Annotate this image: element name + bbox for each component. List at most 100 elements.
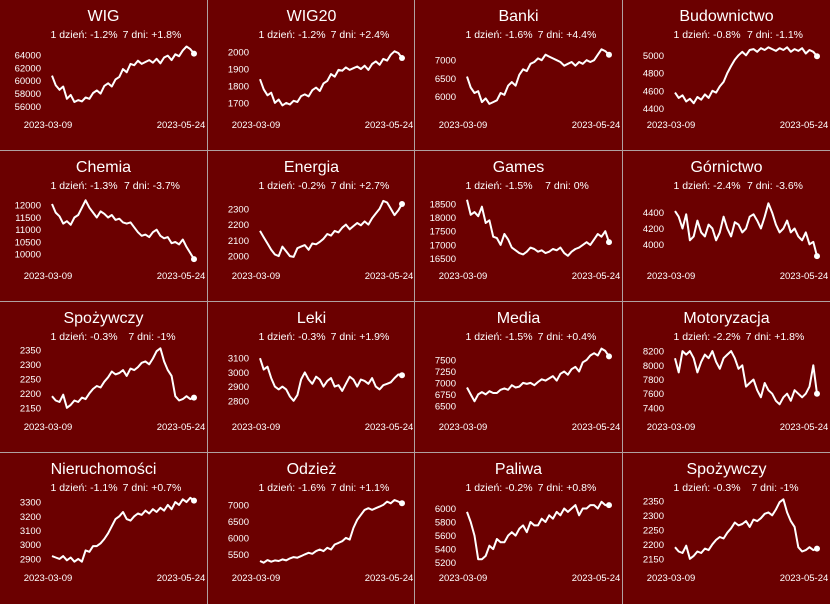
last-point-marker	[191, 256, 197, 263]
x-tick-label-end: 2023-05-24	[572, 422, 621, 433]
week-change-label: 7 dni: 0%	[545, 180, 589, 192]
y-tick-label: 5200	[435, 558, 456, 569]
day-change-label: 1 dzień: -1.2%	[50, 29, 117, 41]
chart-title: Motoryzacja	[683, 310, 769, 327]
series-line	[673, 202, 818, 257]
x-tick-label-start: 2023-03-09	[231, 271, 280, 282]
day-change-label: 1 dzień: -0.3%	[50, 331, 117, 343]
chart-panel: Games 1 dzień: -1.5% 7 dni: 0% 18500 18000 17…	[415, 151, 623, 302]
day-change-label: 1 dzień: -1.2%	[258, 29, 325, 41]
series-line	[51, 496, 195, 563]
chart-svg: Banki 1 dzień: -1.6% 7 dni: +4.4% 7000 6500 6…	[435, 8, 621, 131]
chart-svg: Nieruchomości 1 dzień: -1.1% 7 dni: +0.7% 3…	[20, 461, 205, 584]
y-tick-label: 6000	[435, 92, 456, 103]
x-tick-label-start: 2023-03-09	[646, 422, 695, 433]
x-tick-label-end: 2023-05-24	[364, 120, 413, 131]
chart-title: Media	[497, 310, 541, 327]
y-tick-label: 58000	[15, 89, 41, 100]
y-tick-label: 3000	[227, 368, 248, 379]
y-tick-label: 2350	[20, 345, 41, 356]
chart-svg: Spożywczy 1 dzień: -0.3% 7 dni: -1% 2350 230…	[20, 310, 205, 433]
y-tick-label: 6750	[435, 390, 456, 401]
last-point-marker	[398, 372, 405, 379]
chart-panel: Budownictwo 1 dzień: -0.8% 7 dni: -1.1% 500…	[622, 0, 830, 151]
y-tick-label: 7400	[642, 403, 663, 414]
last-point-marker	[191, 497, 197, 504]
x-tick-label-start: 2023-03-09	[24, 422, 73, 433]
y-tick-label: 17500	[430, 227, 456, 238]
y-tick-label: 3100	[227, 354, 248, 365]
week-change-label: 7 dni: +1.9%	[330, 331, 389, 343]
chart-svg: Górnictwo 1 dzień: -2.4% 7 dni: -3.6% 4400 4…	[642, 159, 827, 282]
series-line	[466, 48, 610, 105]
series-line	[258, 199, 403, 258]
x-tick-label-start: 2023-03-09	[646, 271, 695, 282]
chart-title: Energia	[283, 159, 338, 176]
y-tick-label: 3000	[20, 540, 41, 551]
x-tick-label-start: 2023-03-09	[24, 271, 73, 282]
y-tick-label: 7000	[435, 378, 456, 389]
y-tick-label: 2300	[20, 360, 41, 371]
last-point-marker	[398, 201, 405, 208]
x-tick-label-start: 2023-03-09	[24, 120, 73, 131]
chart-title: Budownictwo	[679, 8, 773, 25]
y-tick-label: 12000	[15, 201, 41, 212]
chart-panel: Energia 1 dzień: -0.2% 7 dni: +2.7% 2300 220…	[207, 151, 415, 302]
y-tick-label: 5800	[435, 518, 456, 529]
x-tick-label-start: 2023-03-09	[646, 573, 695, 584]
y-tick-label: 7600	[642, 389, 663, 400]
week-change-label: 7 dni: +0.4%	[538, 331, 597, 343]
y-tick-label: 7000	[435, 56, 456, 67]
series-line	[673, 46, 818, 105]
y-tick-label: 62000	[15, 63, 41, 74]
x-tick-label-start: 2023-03-09	[24, 573, 73, 584]
y-tick-label: 5000	[642, 51, 663, 62]
y-tick-label: 6500	[435, 401, 456, 412]
y-tick-label: 11000	[15, 225, 41, 236]
chart-svg: Chemia 1 dzień: -1.3% 7 dni: -3.7% 12000115…	[15, 159, 206, 282]
chart-svg: Games 1 dzień: -1.5% 7 dni: 0% 18500 18000 17…	[430, 159, 621, 282]
week-change-label: 7 dni: +2.7%	[330, 180, 389, 192]
y-tick-label: 2150	[642, 554, 663, 565]
x-tick-label-start: 2023-03-09	[439, 422, 488, 433]
x-tick-label-start: 2023-03-09	[231, 120, 280, 131]
week-change-label: 7 dni: -1%	[128, 331, 175, 343]
last-point-marker	[606, 239, 612, 246]
x-tick-label-end: 2023-05-24	[364, 422, 413, 433]
chart-svg: Energia 1 dzień: -0.2% 7 dni: +2.7% 2300 220…	[227, 159, 412, 282]
last-point-marker	[398, 55, 405, 62]
chart-svg: Spożywczy 1 dzień: -0.3% 7 dni: -1% 2350 230…	[642, 461, 827, 584]
day-change-label: 1 dzień: -1.5%	[465, 180, 532, 192]
y-tick-label: 2900	[227, 382, 248, 393]
chart-title: Games	[493, 159, 545, 176]
week-change-label: 7 dni: -1%	[751, 482, 798, 494]
chart-panel: Górnictwo 1 dzień: -2.4% 7 dni: -3.6% 4400 4…	[622, 151, 830, 302]
x-tick-label-start: 2023-03-09	[439, 120, 488, 131]
y-tick-label: 2800	[227, 396, 248, 407]
last-point-marker	[606, 502, 612, 509]
x-tick-label-start: 2023-03-09	[439, 271, 488, 282]
y-tick-label: 4000	[642, 240, 663, 251]
y-tick-label: 1900	[227, 65, 248, 76]
x-tick-label-end: 2023-05-24	[572, 120, 621, 131]
y-tick-label: 6000	[435, 504, 456, 515]
y-tick-label: 4400	[642, 104, 663, 115]
y-tick-label: 1700	[227, 98, 248, 109]
day-change-label: 1 dzień: -0.2%	[465, 482, 532, 494]
x-tick-label-end: 2023-05-24	[779, 422, 828, 433]
last-point-marker	[813, 390, 820, 397]
day-change-label: 1 dzień: -0.3%	[258, 331, 325, 343]
chart-panel: Paliwa 1 dzień: -0.2% 7 dni: +0.8% 6000 5800…	[415, 453, 623, 604]
y-tick-label: 1800	[227, 81, 248, 92]
y-tick-label: 8000	[642, 361, 663, 372]
x-tick-label-end: 2023-05-24	[572, 271, 621, 282]
chart-svg: Leki 1 dzień: -0.3% 7 dni: +1.9% 3100 3000 29…	[227, 310, 413, 433]
x-tick-label-start: 2023-03-09	[231, 573, 280, 584]
chart-svg: Paliwa 1 dzień: -0.2% 7 dni: +0.8% 6000 5800…	[435, 461, 620, 584]
y-tick-label: 4400	[642, 208, 663, 219]
y-tick-label: 64000	[15, 50, 41, 61]
chart-panel: Motoryzacja 1 dzień: -2.2% 7 dni: +1.8% 820…	[622, 302, 830, 453]
chart-panel: Odzież 1 dzień: -1.6% 7 dni: +1.1% 7000 6500…	[208, 453, 415, 604]
y-tick-label: 18000	[430, 213, 456, 224]
series-line	[466, 199, 610, 257]
